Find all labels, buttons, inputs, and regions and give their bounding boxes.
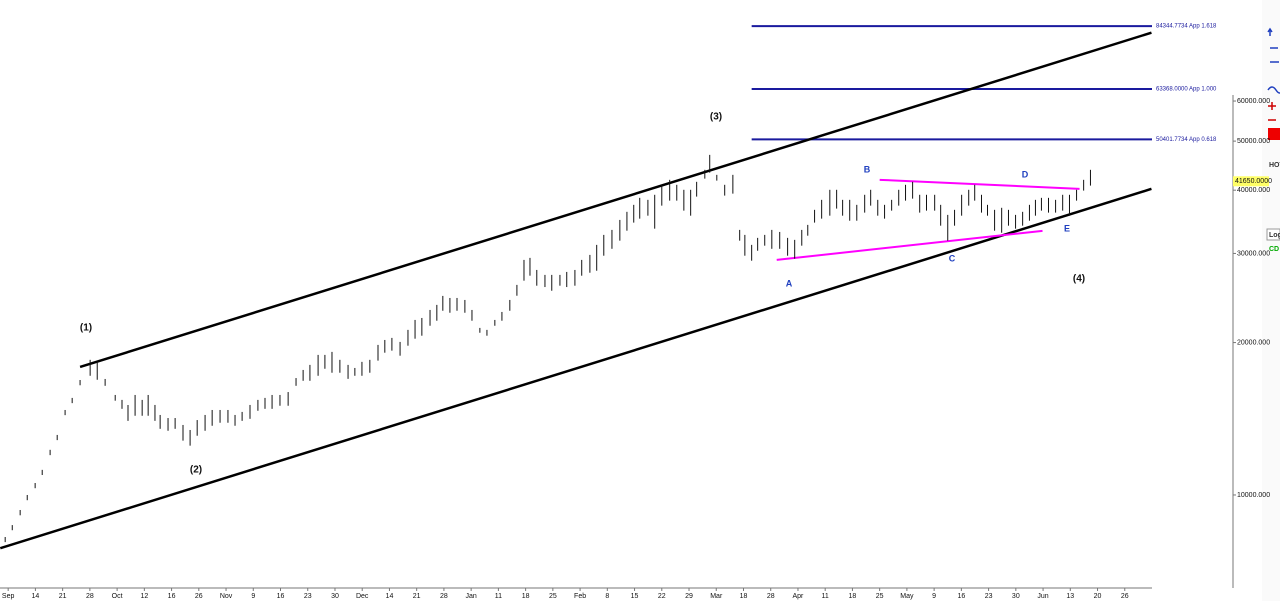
x-tick-label: 15 — [631, 593, 639, 600]
x-tick-label: Nov — [220, 593, 233, 600]
x-tick-label: 25 — [876, 593, 884, 600]
x-tick-label: 28 — [86, 593, 94, 600]
y-tick-label: 30000.000 — [1237, 250, 1270, 257]
trendline — [79, 31, 1152, 369]
x-tick-label: 9 — [251, 593, 255, 600]
last-price-box — [1233, 176, 1269, 187]
level-label: 84344.7734 App 1.618 — [1156, 24, 1217, 30]
wave-label: B — [864, 164, 871, 174]
x-tick-label: 16 — [957, 593, 965, 600]
toolbar: HOT Log CD — [1262, 0, 1280, 601]
x-tick-label: Jan — [466, 593, 477, 600]
x-tick-label: 28 — [440, 593, 448, 600]
x-tick-label: 30 — [1012, 593, 1020, 600]
x-tick-label: 18 — [740, 593, 748, 600]
x-tick-label: Oct — [112, 593, 123, 600]
x-tick-label: 13 — [1066, 593, 1074, 600]
x-tick-label: 8 — [605, 593, 609, 600]
x-tick-label: Feb — [574, 593, 586, 600]
x-tick-label: Jun — [1037, 593, 1048, 600]
y-tick-label: 50000.000 — [1237, 138, 1270, 145]
x-tick-label: 11 — [822, 593, 829, 600]
x-tick-label: 14 — [386, 593, 394, 600]
x-tick-label: 26 — [1121, 593, 1129, 600]
x-tick-label: Sep — [2, 593, 15, 600]
x-tick-label: Mar — [710, 593, 723, 600]
x-tick-label: 20 — [1094, 593, 1102, 600]
x-tick-label: 18 — [522, 593, 530, 600]
last-price-label: 41650.0000 — [1235, 178, 1272, 185]
wave-label: (3) — [710, 112, 722, 123]
wave-label: E — [1064, 223, 1070, 233]
x-tick-label: 25 — [549, 593, 557, 600]
x-tick-label: 26 — [195, 593, 203, 600]
wave-label: D — [1022, 169, 1029, 179]
level-label: 63368.0000 App 1.000 — [1156, 87, 1217, 93]
x-tick-label: 23 — [985, 593, 993, 600]
x-tick-label: 11 — [495, 593, 502, 600]
y-tick-label: 10000.000 — [1237, 492, 1270, 499]
x-tick-label: 22 — [658, 593, 666, 600]
log-button[interactable] — [1266, 228, 1280, 241]
x-tick-label: 21 — [59, 593, 67, 600]
trendline — [879, 178, 1080, 190]
x-tick-label: Apr — [793, 593, 805, 600]
x-tick-label: 30 — [331, 593, 339, 600]
x-tick-label: 23 — [304, 593, 312, 600]
x-tick-label: 29 — [685, 593, 693, 600]
wave-label: (4) — [1073, 274, 1085, 285]
x-tick-label: 21 — [413, 593, 421, 600]
x-tick-label: 14 — [32, 593, 40, 600]
toolbar-item[interactable]: HOT — [1269, 162, 1280, 169]
wave-label: (1) — [80, 323, 92, 334]
x-tick-label: 16 — [168, 593, 176, 600]
x-tick-label: 18 — [849, 593, 857, 600]
trendline — [0, 187, 1152, 550]
x-tick-label: 16 — [277, 593, 285, 600]
wave-label: (2) — [190, 465, 202, 476]
x-tick-label: 28 — [767, 593, 775, 600]
toolbar-bg — [1262, 0, 1280, 601]
wave-label: A — [786, 278, 793, 288]
x-tick-label: 9 — [932, 593, 936, 600]
tool-icon[interactable] — [1268, 128, 1280, 140]
y-tick-label: 60000.000 — [1237, 98, 1270, 105]
y-tick-label: 40000.000 — [1237, 187, 1270, 194]
wave-label: C — [949, 253, 956, 263]
trendline — [776, 229, 1043, 261]
x-tick-label: Dec — [356, 593, 369, 600]
tool-icons[interactable] — [1268, 102, 1276, 121]
x-tick-label: May — [900, 593, 914, 600]
toolbar-item[interactable]: Log — [1269, 232, 1280, 239]
level-label: 50401.7734 App 0.618 — [1156, 137, 1217, 143]
x-tick-label: 12 — [140, 593, 148, 600]
y-tick-label: 20000.000 — [1237, 339, 1270, 346]
toolbar-item[interactable]: CD — [1269, 246, 1279, 253]
tool-icons[interactable] — [1267, 27, 1280, 94]
